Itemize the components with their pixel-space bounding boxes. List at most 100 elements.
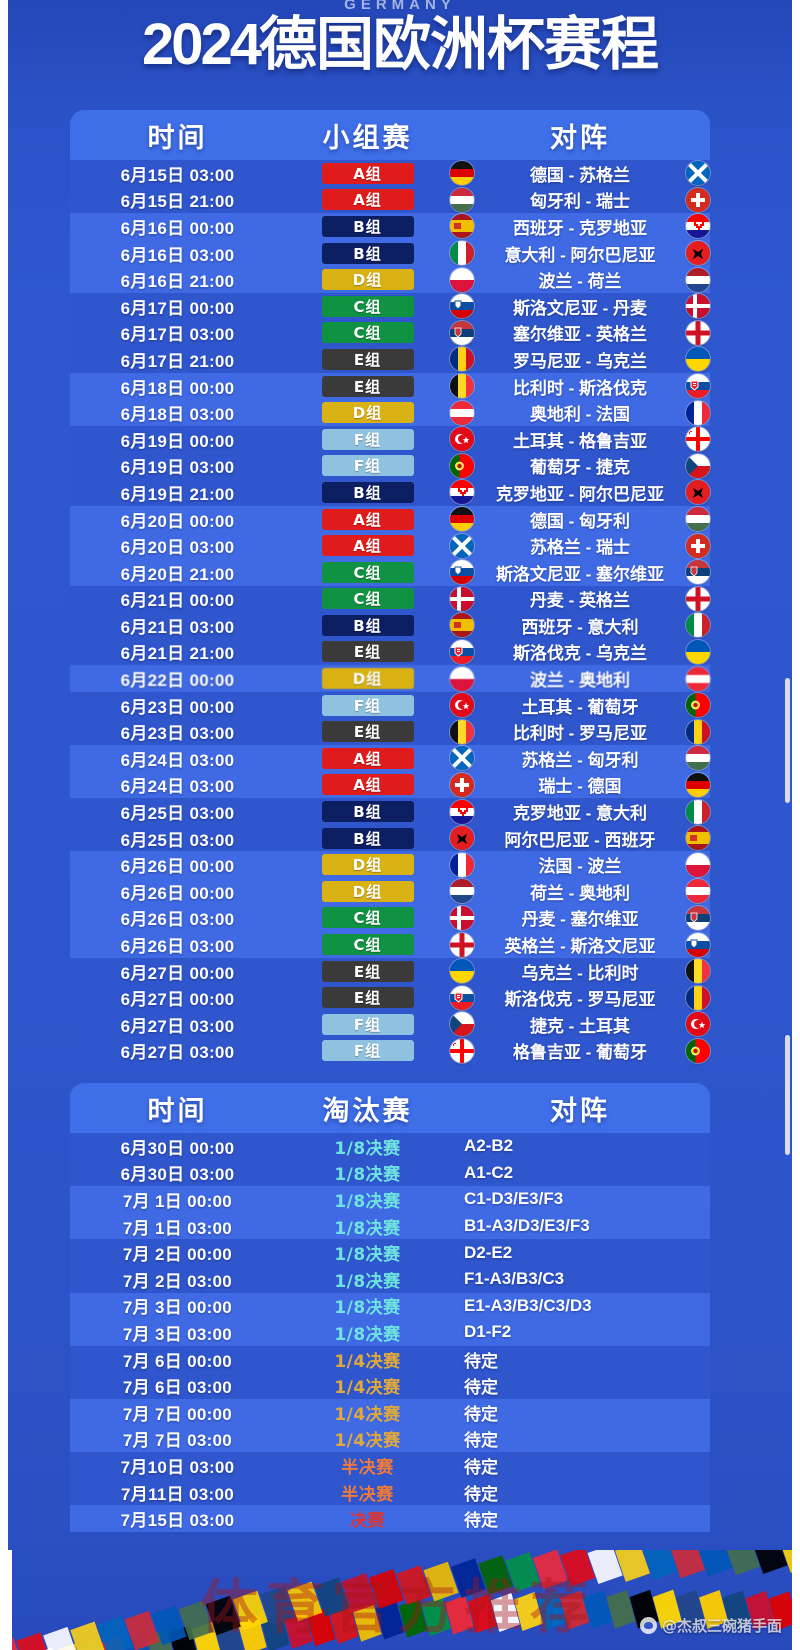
scrollbar-lower[interactable] [785, 1035, 790, 1155]
match-time: 6月16日 00:00 [120, 218, 235, 238]
table-row[interactable]: 6月30日 03:00 1/8决赛 A1-C2 [70, 1159, 710, 1187]
table-row[interactable]: 6月27日 03:00 F组 格鲁吉亚 - 葡萄牙 [70, 1037, 710, 1065]
table-row[interactable]: 7月 7日 00:00 1/4决赛 待定 [70, 1398, 710, 1426]
match-teams: 法国 - 波兰 [538, 857, 622, 877]
match-teams: 苏格兰 - 瑞士 [529, 538, 631, 558]
scrollbar-upper[interactable] [785, 678, 790, 803]
table-row[interactable]: 6月20日 21:00 C组 斯洛文尼亚 - 塞尔维亚 [70, 558, 710, 586]
table-row[interactable]: 6月16日 03:00 B组 意大利 - 阿尔巴尼亚 [70, 239, 710, 267]
table-row[interactable]: 6月20日 03:00 A组 苏格兰 - 瑞士 [70, 532, 710, 559]
match-cell: 克罗地亚 - 意大利 [450, 798, 710, 825]
table-row[interactable]: 6月26日 00:00 D组 荷兰 - 奥地利 [70, 878, 710, 905]
table-row[interactable]: 6月17日 03:00 C组 塞尔维亚 - 英格兰 [70, 319, 710, 347]
match-teams: 德国 - 匈牙利 [529, 511, 631, 531]
match-time: 6月24日 03:00 [120, 777, 235, 797]
flag-icon-it [686, 799, 710, 824]
table-row[interactable]: 6月25日 03:00 B组 克罗地亚 - 意大利 [70, 798, 710, 825]
table-row[interactable]: 7月10日 03:00 半决赛 待定 [70, 1452, 710, 1479]
flag-icon-al [686, 480, 710, 505]
group-badge: E组 [321, 641, 414, 663]
group-badge: B组 [321, 481, 414, 503]
group-badge-cell: A组 [285, 508, 450, 530]
table-row[interactable]: 6月23日 03:00 E组 比利时 - 罗马尼亚 [70, 718, 710, 746]
table-row[interactable]: 6月21日 00:00 C组 丹麦 - 英格兰 [70, 585, 710, 613]
group-badge: D组 [321, 854, 414, 876]
table-row[interactable]: 6月17日 00:00 C组 斯洛文尼亚 - 丹麦 [70, 292, 710, 320]
table-row[interactable]: 6月30日 00:00 1/8决赛 A2-B2 [70, 1133, 710, 1160]
group-badge-cell: B组 [285, 481, 450, 503]
knockout-match: 待定 [464, 1351, 498, 1371]
table-row[interactable]: 6月16日 00:00 B组 西班牙 - 克罗地亚 [70, 213, 710, 240]
match-time: 7月 3日 00:00 [122, 1298, 233, 1318]
table-row[interactable]: 6月21日 03:00 B组 西班牙 - 意大利 [70, 612, 710, 639]
table-row[interactable]: 7月 3日 03:00 1/8决赛 D1-F2 [70, 1319, 710, 1346]
match-teams: 斯洛伐克 - 乌克兰 [512, 644, 648, 664]
table-row[interactable]: 6月27日 00:00 E组 斯洛伐克 - 罗马尼亚 [70, 984, 710, 1011]
match-time: 7月 7日 00:00 [122, 1404, 233, 1424]
table-row[interactable]: 7月15日 03:00 决赛 待定 [70, 1505, 710, 1532]
group-badge: F组 [321, 1040, 414, 1062]
table-row[interactable]: 7月 6日 03:00 1/4决赛 待定 [70, 1372, 710, 1399]
table-row[interactable]: 7月11日 03:00 半决赛 待定 [70, 1478, 710, 1506]
match-cell: 法国 - 波兰 [450, 851, 710, 878]
table-row[interactable]: 6月26日 00:00 D组 法国 - 波兰 [70, 851, 710, 879]
table-row[interactable]: 6月27日 03:00 F组 捷克 - 土耳其 [70, 1011, 710, 1038]
flag-icon-tr [686, 1012, 710, 1037]
flag-icon-at [450, 400, 474, 425]
match-cell: 葡萄牙 - 捷克 [450, 453, 710, 480]
match-time: 6月17日 03:00 [120, 325, 235, 345]
table-row[interactable]: 6月15日 21:00 A组 匈牙利 - 瑞士 [70, 186, 710, 214]
flag-icon-ro [450, 347, 474, 372]
match-teams: 乌克兰 - 比利时 [521, 963, 639, 983]
table-row[interactable]: 6月24日 03:00 A组 苏格兰 - 匈牙利 [70, 745, 710, 772]
table-row[interactable]: 6月20日 00:00 A组 德国 - 匈牙利 [70, 505, 710, 533]
match-cell: 比利时 - 斯洛伐克 [450, 373, 710, 400]
table-row[interactable]: 6月23日 00:00 F组 土耳其 - 葡萄牙 [70, 691, 710, 719]
table-row[interactable]: 6月17日 21:00 E组 罗马尼亚 - 乌克兰 [70, 346, 710, 373]
group-badge-cell: C组 [285, 295, 450, 317]
flag-icon-si [686, 932, 710, 957]
flag-icon-ua [450, 959, 474, 984]
match-time: 7月 2日 00:00 [122, 1245, 233, 1265]
table-row[interactable]: 6月18日 03:00 D组 奥地利 - 法国 [70, 399, 710, 426]
match-cell: 苏格兰 - 瑞士 [450, 532, 710, 559]
match-time: 6月15日 21:00 [120, 192, 235, 212]
table-row[interactable]: 6月21日 21:00 E组 斯洛伐克 - 乌克兰 [70, 638, 710, 666]
table-row[interactable]: 7月 6日 00:00 1/4决赛 待定 [70, 1345, 710, 1373]
flag-icon-de [450, 507, 474, 532]
table-row[interactable]: 6月19日 00:00 F组 土耳其 - 格鲁吉亚 [70, 425, 710, 453]
table-row[interactable]: 7月 7日 03:00 1/4决赛 待定 [70, 1425, 710, 1453]
table-row[interactable]: 6月16日 21:00 D组 波兰 - 荷兰 [70, 266, 710, 293]
table-row[interactable]: 6月26日 03:00 C组 丹麦 - 塞尔维亚 [70, 904, 710, 932]
table-row[interactable]: 6月26日 03:00 C组 英格兰 - 斯洛文尼亚 [70, 931, 710, 958]
table-row[interactable]: 7月 1日 00:00 1/8决赛 C1-D3/E3/F3 [70, 1186, 710, 1213]
table-row[interactable]: 7月 1日 03:00 1/8决赛 B1-A3/D3/E3/F3 [70, 1212, 710, 1240]
match-cell: 西班牙 - 克罗地亚 [450, 213, 710, 240]
match-time: 6月26日 00:00 [120, 883, 235, 903]
group-badge-cell: A组 [285, 189, 450, 211]
ko-header-stage: 淘汰赛 [322, 1095, 413, 1127]
table-row[interactable]: 6月19日 03:00 F组 葡萄牙 - 捷克 [70, 452, 710, 480]
table-row[interactable]: 6月24日 03:00 A组 瑞士 - 德国 [70, 771, 710, 799]
match-time: 6月24日 03:00 [120, 750, 235, 770]
table-row[interactable]: 6月15日 03:00 A组 德国 - 苏格兰 [70, 160, 710, 187]
match-teams: 罗马尼亚 - 乌克兰 [512, 351, 648, 371]
match-cell: 比利时 - 罗马尼亚 [450, 718, 710, 745]
table-row[interactable]: 7月 2日 03:00 1/8决赛 F1-A3/B3/C3 [70, 1265, 710, 1293]
table-row[interactable]: 6月22日 00:00 D组 波兰 - 奥地利 [70, 665, 710, 692]
table-row[interactable]: 7月 3日 00:00 1/8决赛 E1-A3/B3/C3/D3 [70, 1292, 710, 1320]
table-row[interactable]: 6月18日 00:00 E组 比利时 - 斯洛伐克 [70, 372, 710, 400]
table-row[interactable]: 6月25日 03:00 B组 阿尔巴尼亚 - 西班牙 [70, 824, 710, 852]
flag-icon-de [450, 161, 474, 186]
table-row[interactable]: 7月 2日 00:00 1/8决赛 D2-E2 [70, 1239, 710, 1266]
flag-icon-tr [450, 427, 474, 452]
table-row[interactable]: 6月27日 00:00 E组 乌克兰 - 比利时 [70, 957, 710, 985]
group-badge: E组 [321, 721, 414, 743]
table-row[interactable]: 6月19日 21:00 B组 克罗地亚 - 阿尔巴尼亚 [70, 479, 710, 506]
left-edge [0, 0, 8, 1650]
match-teams: 西班牙 - 克罗地亚 [512, 218, 648, 238]
group-badge-cell: F组 [285, 428, 450, 450]
flag-icon-ua [686, 639, 710, 664]
flag-icon-dk [450, 905, 474, 930]
